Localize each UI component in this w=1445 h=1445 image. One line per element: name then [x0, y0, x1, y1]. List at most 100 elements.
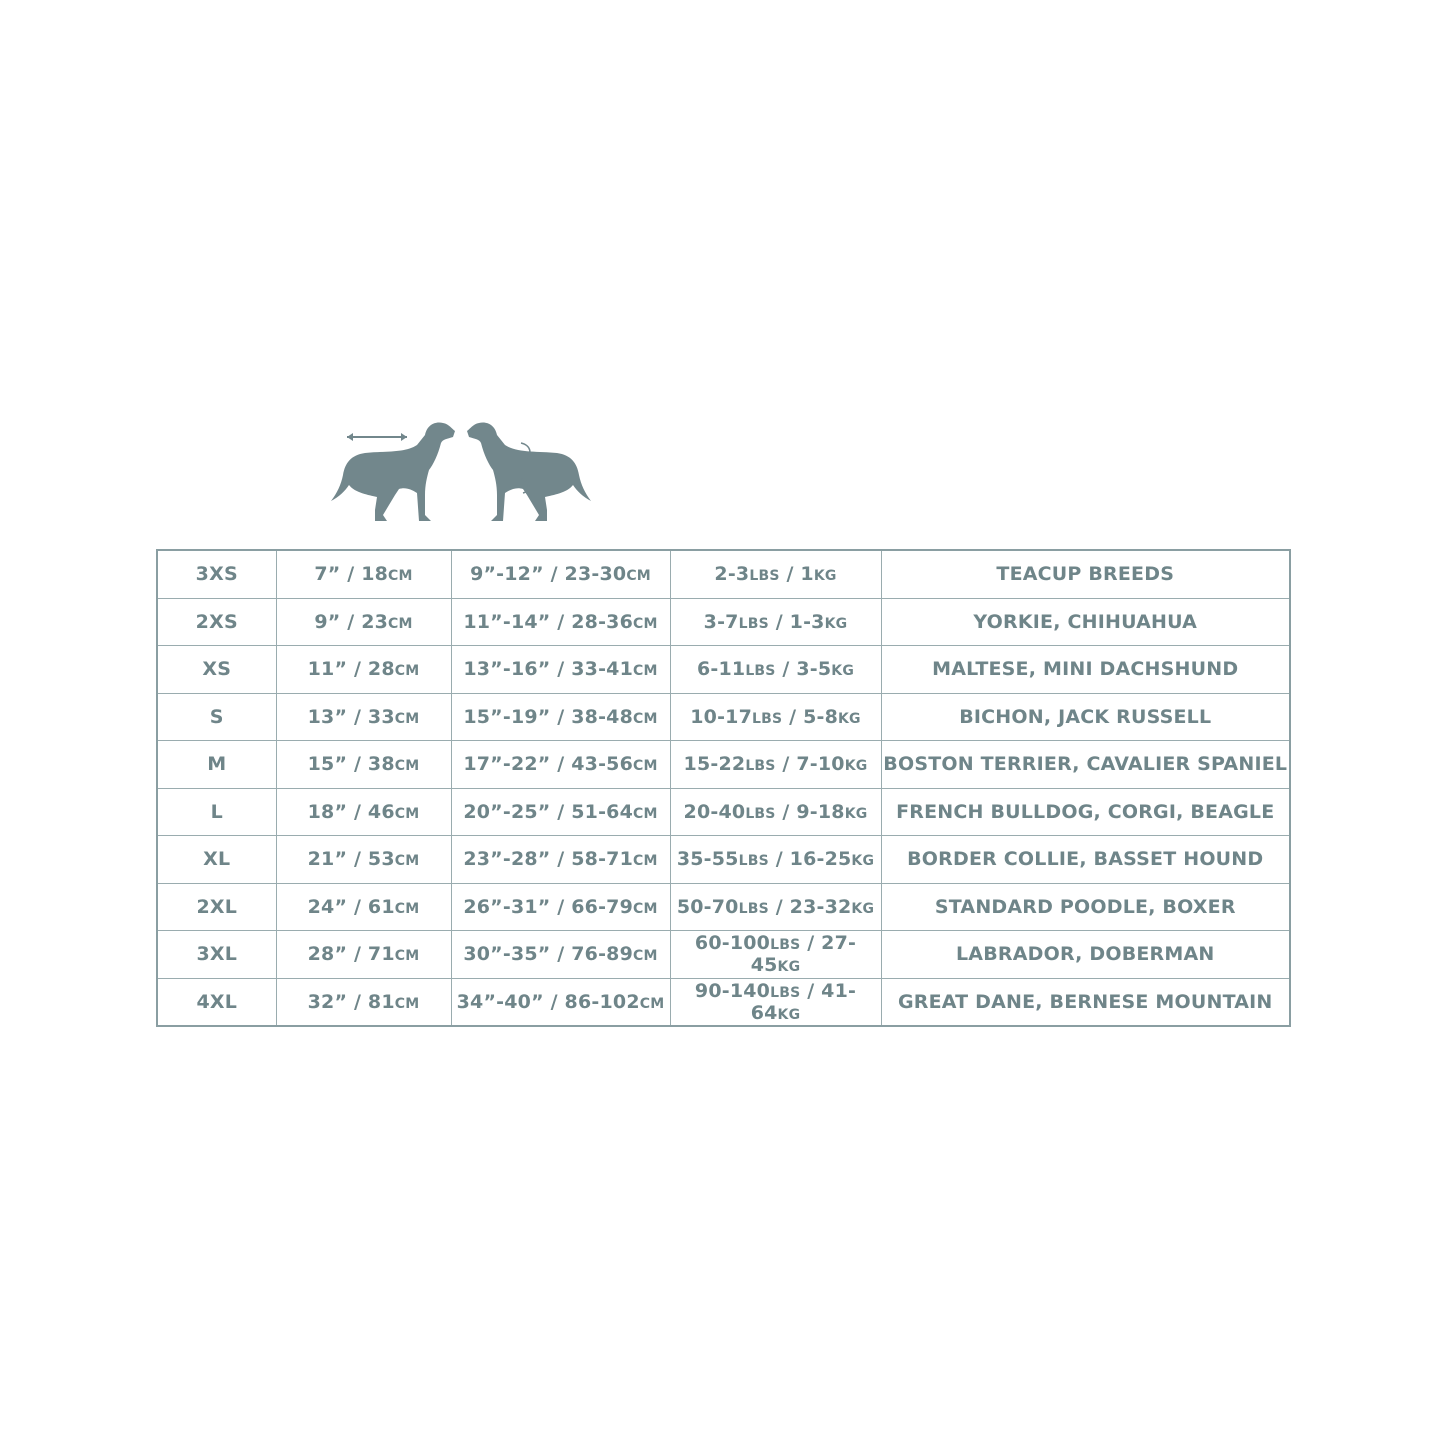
cell-value: 26”-31” / 66-79: [463, 895, 634, 918]
unit-label: KG: [851, 900, 875, 917]
unit-label: CM: [394, 900, 420, 917]
cell-value: XL: [203, 848, 231, 871]
cell-neck-girth: 9”-12” / 23-30CM: [450, 549, 671, 599]
table-row: M 15” / 38CM 17”-22” / 43-56CM 15-22LBS / 7…: [156, 740, 1291, 789]
cell-back-length: 18” / 46CM: [275, 787, 452, 836]
cell-value: 20-40: [683, 800, 746, 823]
cell-back-length: 28” / 71CM: [275, 930, 452, 979]
cell-value: LABRADOR, DOBERMAN: [956, 943, 1215, 966]
cell-weight: 60-100LBS / 27-45KG: [669, 930, 882, 979]
unit-label: KG: [844, 758, 868, 775]
cell-value: 6-11: [696, 658, 746, 681]
cell-value: 11”-14” / 28-36: [463, 610, 634, 633]
cell-value: 20”-25” / 51-64: [463, 800, 634, 823]
cell-value: 3XL: [196, 943, 238, 966]
cell-value: GREAT DANE, BERNESE MOUNTAIN: [897, 990, 1273, 1013]
cell-breeds: FRENCH BULLDOG, CORGI, BEAGLE: [880, 787, 1291, 836]
unit-label: LBS: [738, 615, 769, 632]
unit-label: KG: [813, 568, 837, 585]
cell-back-length: 15” / 38CM: [275, 740, 452, 789]
cell-value: BICHON, JACK RUSSELL: [959, 705, 1212, 728]
cell-neck-girth: 30”-35” / 76-89CM: [450, 930, 671, 979]
table-row: XS 11” / 28CM 13”-16” / 33-41CM 6-11LBS / 3…: [156, 645, 1291, 694]
unit-label: CM: [639, 995, 665, 1012]
cell-weight: 90-140LBS / 41-64KG: [669, 977, 882, 1027]
unit-label: CM: [394, 805, 420, 822]
cell-size: L: [156, 787, 277, 836]
unit-label: LBS: [745, 663, 776, 680]
cell-size: 2XS: [156, 597, 277, 646]
cell-value: 3XS: [195, 563, 238, 586]
cell-value: 50-70: [676, 895, 739, 918]
cell-value: / 1: [779, 563, 814, 586]
cell-weight: 2-3LBS / 1KG: [669, 549, 882, 599]
unit-label: CM: [394, 710, 420, 727]
unit-label: CM: [394, 948, 420, 965]
unit-label: CM: [633, 615, 658, 632]
cell-back-length: 7” / 18CM: [275, 549, 452, 599]
unit-label: LBS: [738, 853, 769, 870]
cell-value: / 1-3: [768, 610, 825, 633]
cell-value: 13” / 33: [307, 705, 395, 728]
cell-weight: 50-70LBS / 23-32KG: [669, 882, 882, 931]
cell-value: / 23-32: [768, 895, 852, 918]
cell-value: / 27-45: [750, 932, 857, 977]
cell-value: BORDER COLLIE, BASSET HOUND: [907, 848, 1264, 871]
cell-value: L: [210, 800, 223, 823]
cell-value: 15” / 38: [307, 753, 395, 776]
cell-breeds: BICHON, JACK RUSSELL: [880, 692, 1291, 741]
cell-value: 34”-40” / 86-102: [456, 990, 640, 1013]
unit-label: LBS: [749, 568, 780, 585]
cell-weight: 35-55LBS / 16-25KG: [669, 835, 882, 884]
unit-label: CM: [633, 900, 658, 917]
cell-value: M: [207, 753, 227, 776]
cell-value: MALTESE, MINI DACHSHUND: [932, 658, 1239, 681]
cell-breeds: YORKIE, CHIHUAHUA: [880, 597, 1291, 646]
cell-value: 24” / 61: [307, 895, 395, 918]
cell-value: 90-140: [694, 979, 771, 1002]
cell-size: M: [156, 740, 277, 789]
unit-label: CM: [633, 853, 658, 870]
cell-value: 17”-22” / 43-56: [463, 753, 634, 776]
cell-value: 30”-35” / 76-89: [463, 943, 634, 966]
table-row: S 13” / 33CM 15”-19” / 38-48CM 10-17LBS / 5…: [156, 692, 1291, 741]
unit-label: LBS: [770, 937, 801, 954]
cell-value: / 41-64: [750, 979, 857, 1024]
unit-label: KG: [831, 663, 855, 680]
cell-breeds: MALTESE, MINI DACHSHUND: [880, 645, 1291, 694]
cell-neck-girth: 13”-16” / 33-41CM: [450, 645, 671, 694]
cell-value: 11” / 28: [307, 658, 395, 681]
unit-label: CM: [633, 663, 658, 680]
unit-label: CM: [626, 568, 651, 585]
unit-label: KG: [844, 805, 868, 822]
cell-value: 13”-16” / 33-41: [463, 658, 634, 681]
unit-label: LBS: [745, 758, 776, 775]
unit-label: CM: [388, 615, 413, 632]
cell-back-length: 11” / 28CM: [275, 645, 452, 694]
unit-label: LBS: [738, 900, 769, 917]
cell-weight: 10-17LBS / 5-8KG: [669, 692, 882, 741]
cell-size: 3XL: [156, 930, 277, 979]
cell-value: / 5-8: [782, 705, 838, 728]
unit-label: LBS: [745, 805, 776, 822]
cell-weight: 3-7LBS / 1-3KG: [669, 597, 882, 646]
cell-value: 3-7: [703, 610, 739, 633]
cell-breeds: TEACUP BREEDS: [880, 549, 1291, 599]
table-row: 2XL 24” / 61CM 26”-31” / 66-79CM 50-70LBS /…: [156, 882, 1291, 931]
cell-neck-girth: 17”-22” / 43-56CM: [450, 740, 671, 789]
cell-weight: 6-11LBS / 3-5KG: [669, 645, 882, 694]
cell-back-length: 24” / 61CM: [275, 882, 452, 931]
cell-value: 4XL: [196, 990, 238, 1013]
cell-back-length: 9” / 23CM: [275, 597, 452, 646]
cell-back-length: 21” / 53CM: [275, 835, 452, 884]
cell-back-length: 13” / 33CM: [275, 692, 452, 741]
cell-value: XS: [202, 658, 232, 681]
table-row: 3XS 7” / 18CM 9”-12” / 23-30CM 2-3LBS / 1KG…: [156, 549, 1291, 599]
unit-label: KG: [824, 615, 848, 632]
dog-back-length-icon: [331, 422, 455, 521]
cell-size: 4XL: [156, 977, 277, 1027]
dog-measurement-illustration: [331, 422, 591, 521]
cell-value: / 16-25: [768, 848, 852, 871]
cell-value: S: [209, 705, 224, 728]
cell-neck-girth: 26”-31” / 66-79CM: [450, 882, 671, 931]
